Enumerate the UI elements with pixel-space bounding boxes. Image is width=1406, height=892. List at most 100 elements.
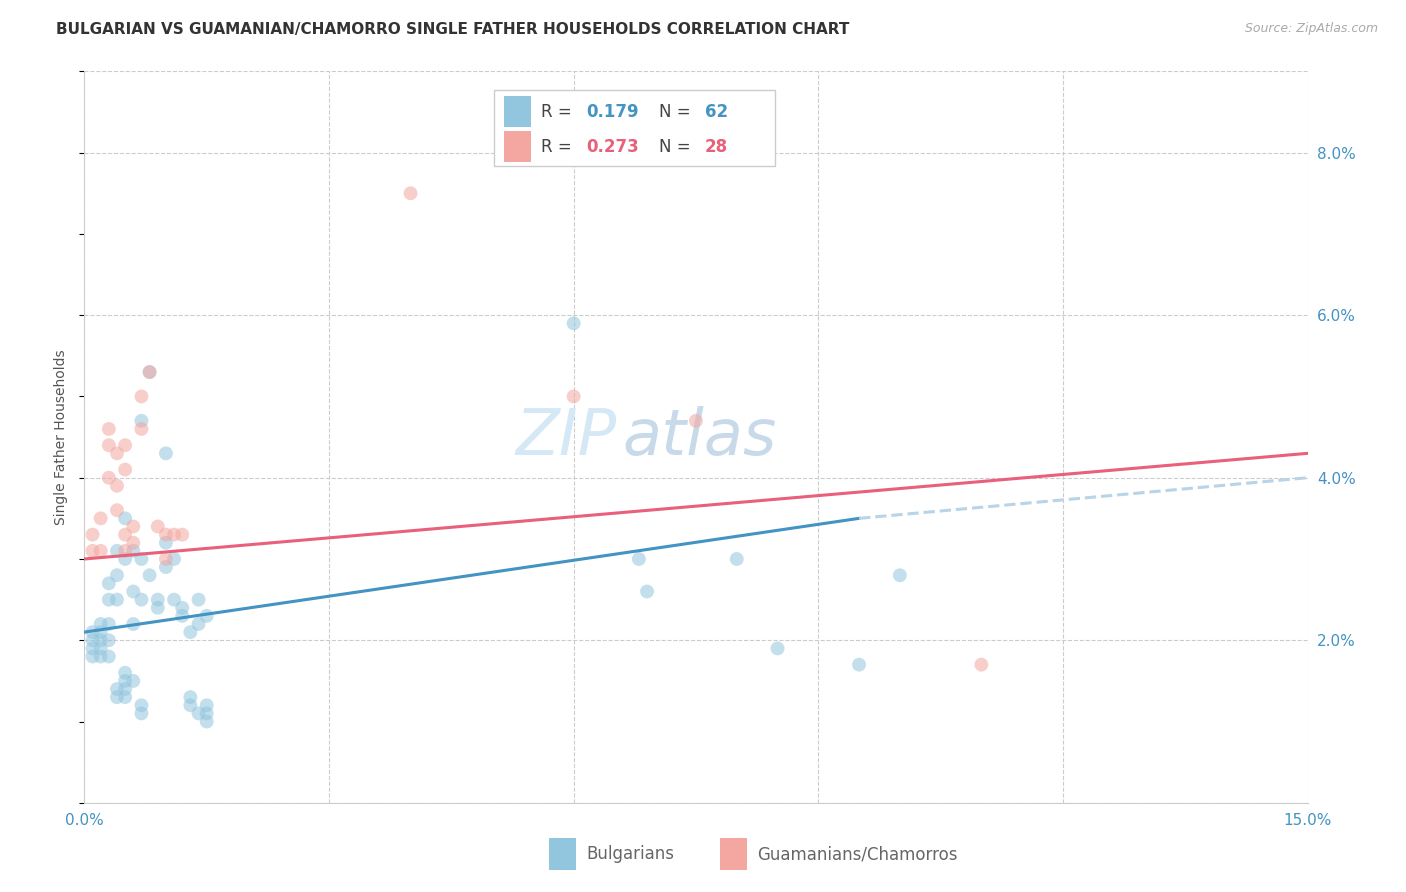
Text: atlas: atlas [623, 406, 778, 468]
Text: Guamanians/Chamorros: Guamanians/Chamorros [758, 845, 957, 863]
Point [114, 552, 136, 566]
Point [90, 617, 112, 632]
Point [155, 552, 177, 566]
Point [685, 414, 707, 428]
FancyBboxPatch shape [503, 96, 531, 127]
Point [146, 592, 169, 607]
Point [155, 446, 177, 460]
Point [131, 389, 153, 403]
Point [195, 714, 218, 729]
Point [848, 657, 870, 672]
Point [90, 633, 112, 648]
Point [163, 592, 186, 607]
Point [187, 617, 209, 632]
Point [122, 584, 145, 599]
Point [562, 316, 585, 330]
FancyBboxPatch shape [503, 131, 531, 162]
Point [105, 544, 128, 558]
Point [399, 186, 422, 201]
Point [82, 633, 104, 648]
Point [97, 633, 120, 648]
Point [105, 503, 128, 517]
Point [172, 608, 194, 623]
Point [179, 690, 201, 705]
Point [138, 568, 160, 582]
FancyBboxPatch shape [550, 838, 576, 871]
Point [970, 657, 993, 672]
Point [122, 544, 145, 558]
Point [146, 519, 169, 533]
Point [155, 560, 177, 574]
Point [131, 422, 153, 436]
Point [114, 673, 136, 688]
Point [114, 544, 136, 558]
Point [114, 665, 136, 680]
Point [195, 706, 218, 721]
Point [105, 568, 128, 582]
Point [97, 422, 120, 436]
Text: 28: 28 [704, 137, 728, 156]
Point [179, 625, 201, 640]
Point [105, 592, 128, 607]
Point [97, 617, 120, 632]
Text: ZIP: ZIP [516, 406, 616, 468]
Point [195, 698, 218, 713]
Point [146, 600, 169, 615]
Point [155, 535, 177, 549]
Text: Source: ZipAtlas.com: Source: ZipAtlas.com [1244, 22, 1378, 36]
Point [82, 641, 104, 656]
Point [97, 649, 120, 664]
Text: R =: R = [541, 137, 576, 156]
Point [187, 592, 209, 607]
Point [114, 462, 136, 476]
Point [131, 552, 153, 566]
Point [97, 592, 120, 607]
Point [138, 365, 160, 379]
Text: 0.273: 0.273 [586, 137, 638, 156]
FancyBboxPatch shape [720, 838, 748, 871]
Point [187, 706, 209, 721]
Text: R =: R = [541, 103, 576, 120]
Point [562, 389, 585, 403]
Point [114, 438, 136, 452]
Point [725, 552, 748, 566]
Point [90, 641, 112, 656]
Point [82, 649, 104, 664]
Point [122, 519, 145, 533]
Text: 62: 62 [704, 103, 728, 120]
Point [131, 698, 153, 713]
Point [122, 673, 145, 688]
Point [90, 649, 112, 664]
Point [172, 600, 194, 615]
Point [122, 535, 145, 549]
Point [766, 641, 789, 656]
Point [105, 690, 128, 705]
Point [114, 527, 136, 541]
Point [97, 438, 120, 452]
Point [90, 511, 112, 525]
Point [155, 527, 177, 541]
Text: N =: N = [659, 103, 696, 120]
Point [114, 681, 136, 696]
Text: N =: N = [659, 137, 696, 156]
Point [90, 544, 112, 558]
Point [82, 625, 104, 640]
Point [138, 365, 160, 379]
Point [163, 552, 186, 566]
Text: 0.179: 0.179 [586, 103, 638, 120]
Point [82, 527, 104, 541]
Point [122, 617, 145, 632]
Point [97, 576, 120, 591]
Point [114, 511, 136, 525]
Point [114, 690, 136, 705]
Point [131, 592, 153, 607]
Point [889, 568, 911, 582]
Point [105, 681, 128, 696]
Point [131, 706, 153, 721]
Y-axis label: Single Father Households: Single Father Households [55, 350, 69, 524]
Point [105, 446, 128, 460]
Point [172, 527, 194, 541]
Text: BULGARIAN VS GUAMANIAN/CHAMORRO SINGLE FATHER HOUSEHOLDS CORRELATION CHART: BULGARIAN VS GUAMANIAN/CHAMORRO SINGLE F… [56, 22, 849, 37]
Point [105, 479, 128, 493]
Point [636, 584, 658, 599]
